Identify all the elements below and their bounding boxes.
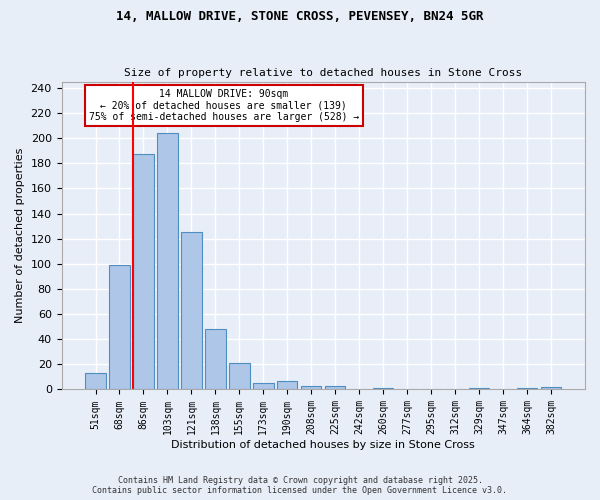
Bar	[205, 329, 226, 390]
Y-axis label: Number of detached properties: Number of detached properties	[15, 148, 25, 323]
Bar	[373, 388, 394, 390]
Bar	[325, 386, 346, 390]
Bar	[517, 388, 537, 390]
Bar	[229, 363, 250, 390]
Bar	[301, 386, 322, 390]
Bar	[85, 373, 106, 390]
Bar	[469, 388, 489, 390]
Bar	[253, 383, 274, 390]
Bar	[541, 387, 561, 390]
Text: 14 MALLOW DRIVE: 90sqm
← 20% of detached houses are smaller (139)
75% of semi-de: 14 MALLOW DRIVE: 90sqm ← 20% of detached…	[89, 89, 359, 122]
Text: 14, MALLOW DRIVE, STONE CROSS, PEVENSEY, BN24 5GR: 14, MALLOW DRIVE, STONE CROSS, PEVENSEY,…	[116, 10, 484, 23]
Bar	[109, 265, 130, 390]
Bar	[181, 232, 202, 390]
Title: Size of property relative to detached houses in Stone Cross: Size of property relative to detached ho…	[124, 68, 523, 78]
X-axis label: Distribution of detached houses by size in Stone Cross: Distribution of detached houses by size …	[172, 440, 475, 450]
Text: Contains HM Land Registry data © Crown copyright and database right 2025.
Contai: Contains HM Land Registry data © Crown c…	[92, 476, 508, 495]
Bar	[133, 154, 154, 390]
Bar	[277, 380, 298, 390]
Bar	[157, 133, 178, 390]
